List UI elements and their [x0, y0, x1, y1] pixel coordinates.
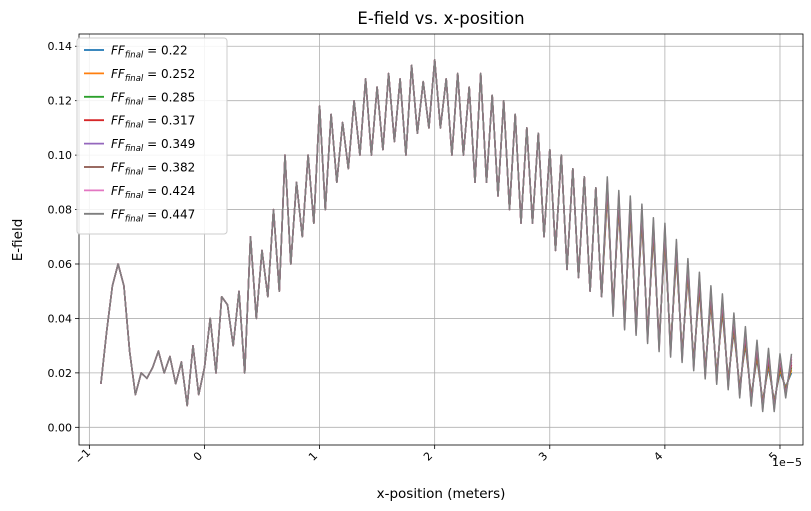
y-tick-label: 0.02	[48, 367, 73, 380]
axis-ticks: −1 0 1 2 3 4 50.000.020.040.060.080.100.120.14	[48, 40, 781, 467]
y-tick-label: 0.08	[48, 204, 73, 217]
legend-label: FFfinal = 0.447	[111, 207, 195, 224]
legend-box	[76, 37, 228, 235]
y-tick-label: 0.04	[48, 312, 73, 325]
y-axis-label: E-field	[10, 219, 26, 262]
chart-title: E-field vs. x-position	[357, 9, 524, 28]
x-axis-label: x-position (meters)	[377, 486, 506, 502]
series-line	[100, 59, 793, 413]
x-tick-label: 4	[651, 449, 665, 463]
x-tick-label: 0	[191, 449, 205, 463]
legend-label: FFfinal = 0.317	[111, 114, 195, 131]
y-tick-label: 0.06	[48, 258, 73, 271]
y-tick-label: 0.12	[48, 95, 73, 108]
x-tick-label: 1	[306, 449, 320, 463]
x-tick-label: 3	[536, 449, 550, 463]
legend-label: FFfinal = 0.382	[111, 161, 195, 178]
legend-label: FFfinal = 0.285	[111, 90, 195, 107]
legend-label: FFfinal = 0.252	[111, 67, 195, 84]
y-tick-label: 0.00	[48, 421, 73, 434]
legend-label: FFfinal = 0.22	[111, 44, 188, 61]
grid	[79, 34, 803, 445]
series-lines	[100, 59, 793, 413]
plot-frame	[78, 33, 804, 446]
y-tick-label: 0.14	[48, 40, 73, 53]
legend-label: FFfinal = 0.424	[111, 184, 195, 201]
legend: FFfinal = 0.22 FFfinal = 0.252 FFfinal = 0…	[76, 37, 228, 235]
x-tick-label: −1	[73, 446, 94, 467]
x-tick-label: 2	[421, 449, 435, 463]
x-offset-label: 1e−5	[772, 456, 802, 469]
legend-label: FFfinal = 0.349	[111, 137, 195, 154]
y-tick-label: 0.10	[48, 149, 73, 162]
